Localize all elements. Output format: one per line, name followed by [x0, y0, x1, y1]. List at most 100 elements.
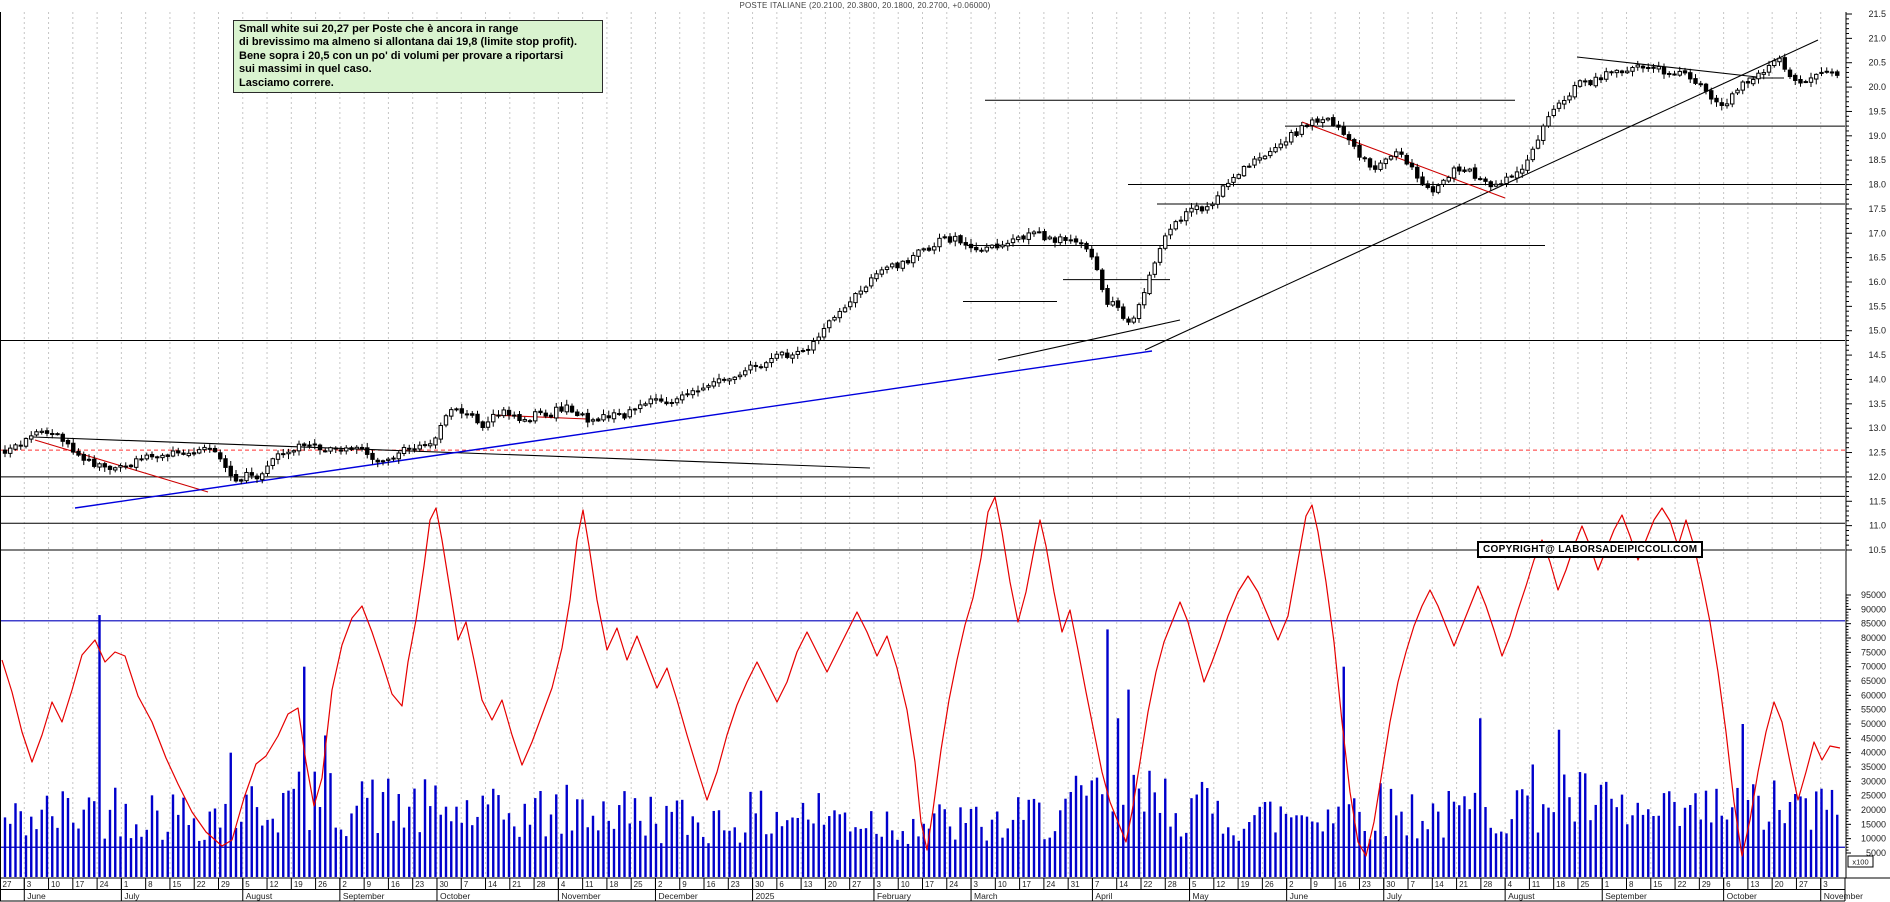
svg-text:July: July [124, 891, 140, 901]
svg-text:27: 27 [1799, 880, 1808, 889]
svg-text:20: 20 [1775, 880, 1784, 889]
svg-text:55000: 55000 [1861, 705, 1886, 715]
svg-text:16: 16 [707, 880, 716, 889]
svg-text:3: 3 [27, 880, 32, 889]
svg-text:30: 30 [1386, 880, 1395, 889]
volume-reference-lines [0, 620, 1845, 848]
svg-text:40000: 40000 [1861, 748, 1886, 758]
svg-text:80000: 80000 [1861, 633, 1886, 643]
svg-text:20.0: 20.0 [1868, 82, 1886, 92]
svg-text:14.0: 14.0 [1868, 374, 1886, 384]
svg-text:26: 26 [1265, 880, 1274, 889]
svg-text:27: 27 [3, 880, 12, 889]
svg-text:25000: 25000 [1861, 791, 1886, 801]
svg-text:November: November [1824, 891, 1863, 901]
svg-text:2025: 2025 [756, 891, 775, 901]
svg-text:9: 9 [1313, 880, 1318, 889]
svg-text:21.0: 21.0 [1868, 33, 1886, 43]
svg-text:19: 19 [294, 880, 303, 889]
svg-text:20: 20 [828, 880, 837, 889]
annotation-line: sui massimi in quel caso. [239, 63, 372, 76]
svg-text:9: 9 [682, 880, 687, 889]
svg-text:18.0: 18.0 [1868, 180, 1886, 190]
svg-text:12: 12 [270, 880, 279, 889]
svg-text:45000: 45000 [1861, 733, 1886, 743]
svg-text:30: 30 [755, 880, 764, 889]
svg-text:June: June [27, 891, 46, 901]
svg-text:13: 13 [1750, 880, 1759, 889]
svg-text:24: 24 [1046, 880, 1055, 889]
svg-text:50000: 50000 [1861, 719, 1886, 729]
price-axis: 10.5 11.0 11.5 12.0 12.5 13.0 13.5 14.0 14.5 15.0… [1846, 9, 1886, 555]
svg-text:65000: 65000 [1861, 676, 1886, 686]
svg-text:7: 7 [464, 880, 469, 889]
trendlines [32, 39, 1819, 509]
svg-text:27: 27 [852, 880, 861, 889]
svg-text:19.0: 19.0 [1868, 131, 1886, 141]
svg-text:December: December [658, 891, 697, 901]
svg-text:24: 24 [949, 880, 958, 889]
svg-text:16: 16 [1338, 880, 1347, 889]
svg-text:24: 24 [100, 880, 109, 889]
svg-text:90000: 90000 [1861, 604, 1886, 614]
svg-text:October: October [1727, 891, 1757, 901]
svg-text:26: 26 [318, 880, 327, 889]
svg-text:10: 10 [51, 880, 60, 889]
svg-text:25: 25 [1580, 880, 1589, 889]
svg-text:1: 1 [124, 880, 129, 889]
svg-text:22: 22 [1678, 880, 1687, 889]
svg-text:2: 2 [1289, 880, 1294, 889]
svg-text:3: 3 [876, 880, 881, 889]
svg-text:September: September [1605, 891, 1647, 901]
annotation-line: Lasciamo correre. [239, 76, 334, 89]
volume-bars [3, 615, 1839, 877]
svg-text:July: July [1387, 891, 1403, 901]
svg-text:23: 23 [1362, 880, 1371, 889]
svg-text:11.0: 11.0 [1869, 521, 1886, 531]
svg-text:18.5: 18.5 [1868, 155, 1886, 165]
svg-text:4: 4 [561, 880, 566, 889]
svg-text:September: September [343, 891, 385, 901]
annotation-box: Small white sui 20,27 per Poste che è an… [233, 20, 603, 94]
svg-text:13.0: 13.0 [1868, 423, 1886, 433]
gridlines [23, 12, 1822, 877]
svg-text:2: 2 [342, 880, 347, 889]
svg-text:85000: 85000 [1861, 619, 1886, 629]
volume-unit-box: x100 [1847, 855, 1874, 868]
svg-text:14: 14 [1435, 880, 1444, 889]
svg-text:17: 17 [1022, 880, 1031, 889]
svg-text:9: 9 [367, 880, 372, 889]
svg-text:14.5: 14.5 [1868, 350, 1886, 360]
svg-text:15: 15 [172, 880, 181, 889]
svg-text:30000: 30000 [1861, 776, 1886, 786]
svg-text:18: 18 [609, 880, 618, 889]
svg-text:28: 28 [1483, 880, 1492, 889]
svg-text:2: 2 [658, 880, 663, 889]
svg-text:28: 28 [1168, 880, 1177, 889]
svg-text:29: 29 [1702, 880, 1711, 889]
svg-text:11.5: 11.5 [1869, 496, 1886, 506]
svg-text:31: 31 [1071, 880, 1080, 889]
svg-text:7: 7 [1095, 880, 1100, 889]
svg-text:3: 3 [974, 880, 979, 889]
svg-text:May: May [1193, 891, 1210, 901]
svg-text:21: 21 [512, 880, 521, 889]
svg-text:29: 29 [221, 880, 230, 889]
svg-text:17.5: 17.5 [1868, 204, 1886, 214]
annotation-line: Small white sui 20,27 per Poste che è an… [239, 23, 519, 35]
svg-text:12.5: 12.5 [1868, 448, 1886, 458]
svg-text:20.5: 20.5 [1868, 58, 1886, 68]
svg-text:14: 14 [488, 880, 497, 889]
svg-text:19.5: 19.5 [1868, 106, 1886, 116]
svg-text:June: June [1290, 891, 1309, 901]
annotation-line: di brevissimo ma almeno si allontana dai… [239, 36, 578, 49]
svg-text:35000: 35000 [1861, 762, 1886, 772]
svg-text:15.5: 15.5 [1868, 301, 1886, 311]
svg-text:4: 4 [1508, 880, 1513, 889]
svg-text:60000: 60000 [1861, 690, 1886, 700]
svg-text:16: 16 [391, 880, 400, 889]
svg-text:16.0: 16.0 [1868, 277, 1886, 287]
svg-text:6: 6 [779, 880, 784, 889]
